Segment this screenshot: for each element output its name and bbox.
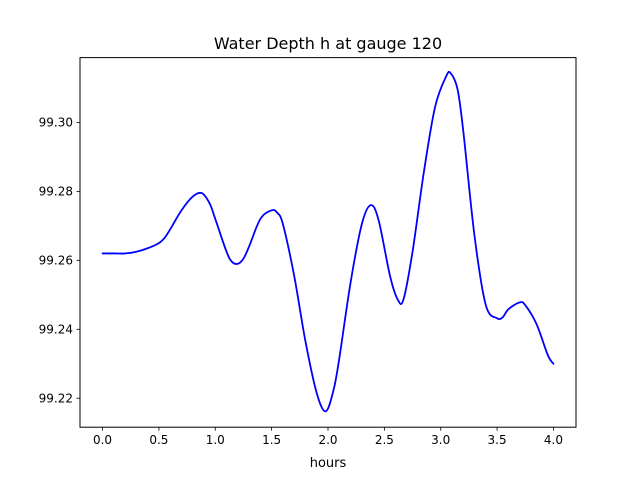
y-tick-label: 99.30 xyxy=(39,116,73,130)
x-tick-label: 1.0 xyxy=(206,433,225,447)
x-tick-label: 0.5 xyxy=(149,433,168,447)
y-tick-label: 99.24 xyxy=(39,323,73,337)
y-tick-label: 99.28 xyxy=(39,185,73,199)
x-tick-label: 4.0 xyxy=(544,433,563,447)
x-tick-label: 0.0 xyxy=(93,433,112,447)
y-axis: 99.22 99.24 99.26 99.28 99.30 xyxy=(39,116,80,406)
x-axis: 0.0 0.5 1.0 1.5 2.0 2.5 3.0 3.5 4.0 xyxy=(93,427,563,447)
x-tick-label: 3.5 xyxy=(488,433,507,447)
x-tick-label: 1.5 xyxy=(262,433,281,447)
chart-title: Water Depth h at gauge 120 xyxy=(214,34,442,53)
x-tick-label: 3.0 xyxy=(431,433,450,447)
series-line xyxy=(101,70,555,413)
plot-frame xyxy=(79,57,577,428)
x-tick-label: 2.5 xyxy=(375,433,394,447)
x-axis-label: hours xyxy=(310,456,347,471)
y-tick-label: 99.26 xyxy=(39,254,73,268)
x-tick-label: 2.0 xyxy=(318,433,337,447)
y-tick-label: 99.22 xyxy=(39,392,73,406)
